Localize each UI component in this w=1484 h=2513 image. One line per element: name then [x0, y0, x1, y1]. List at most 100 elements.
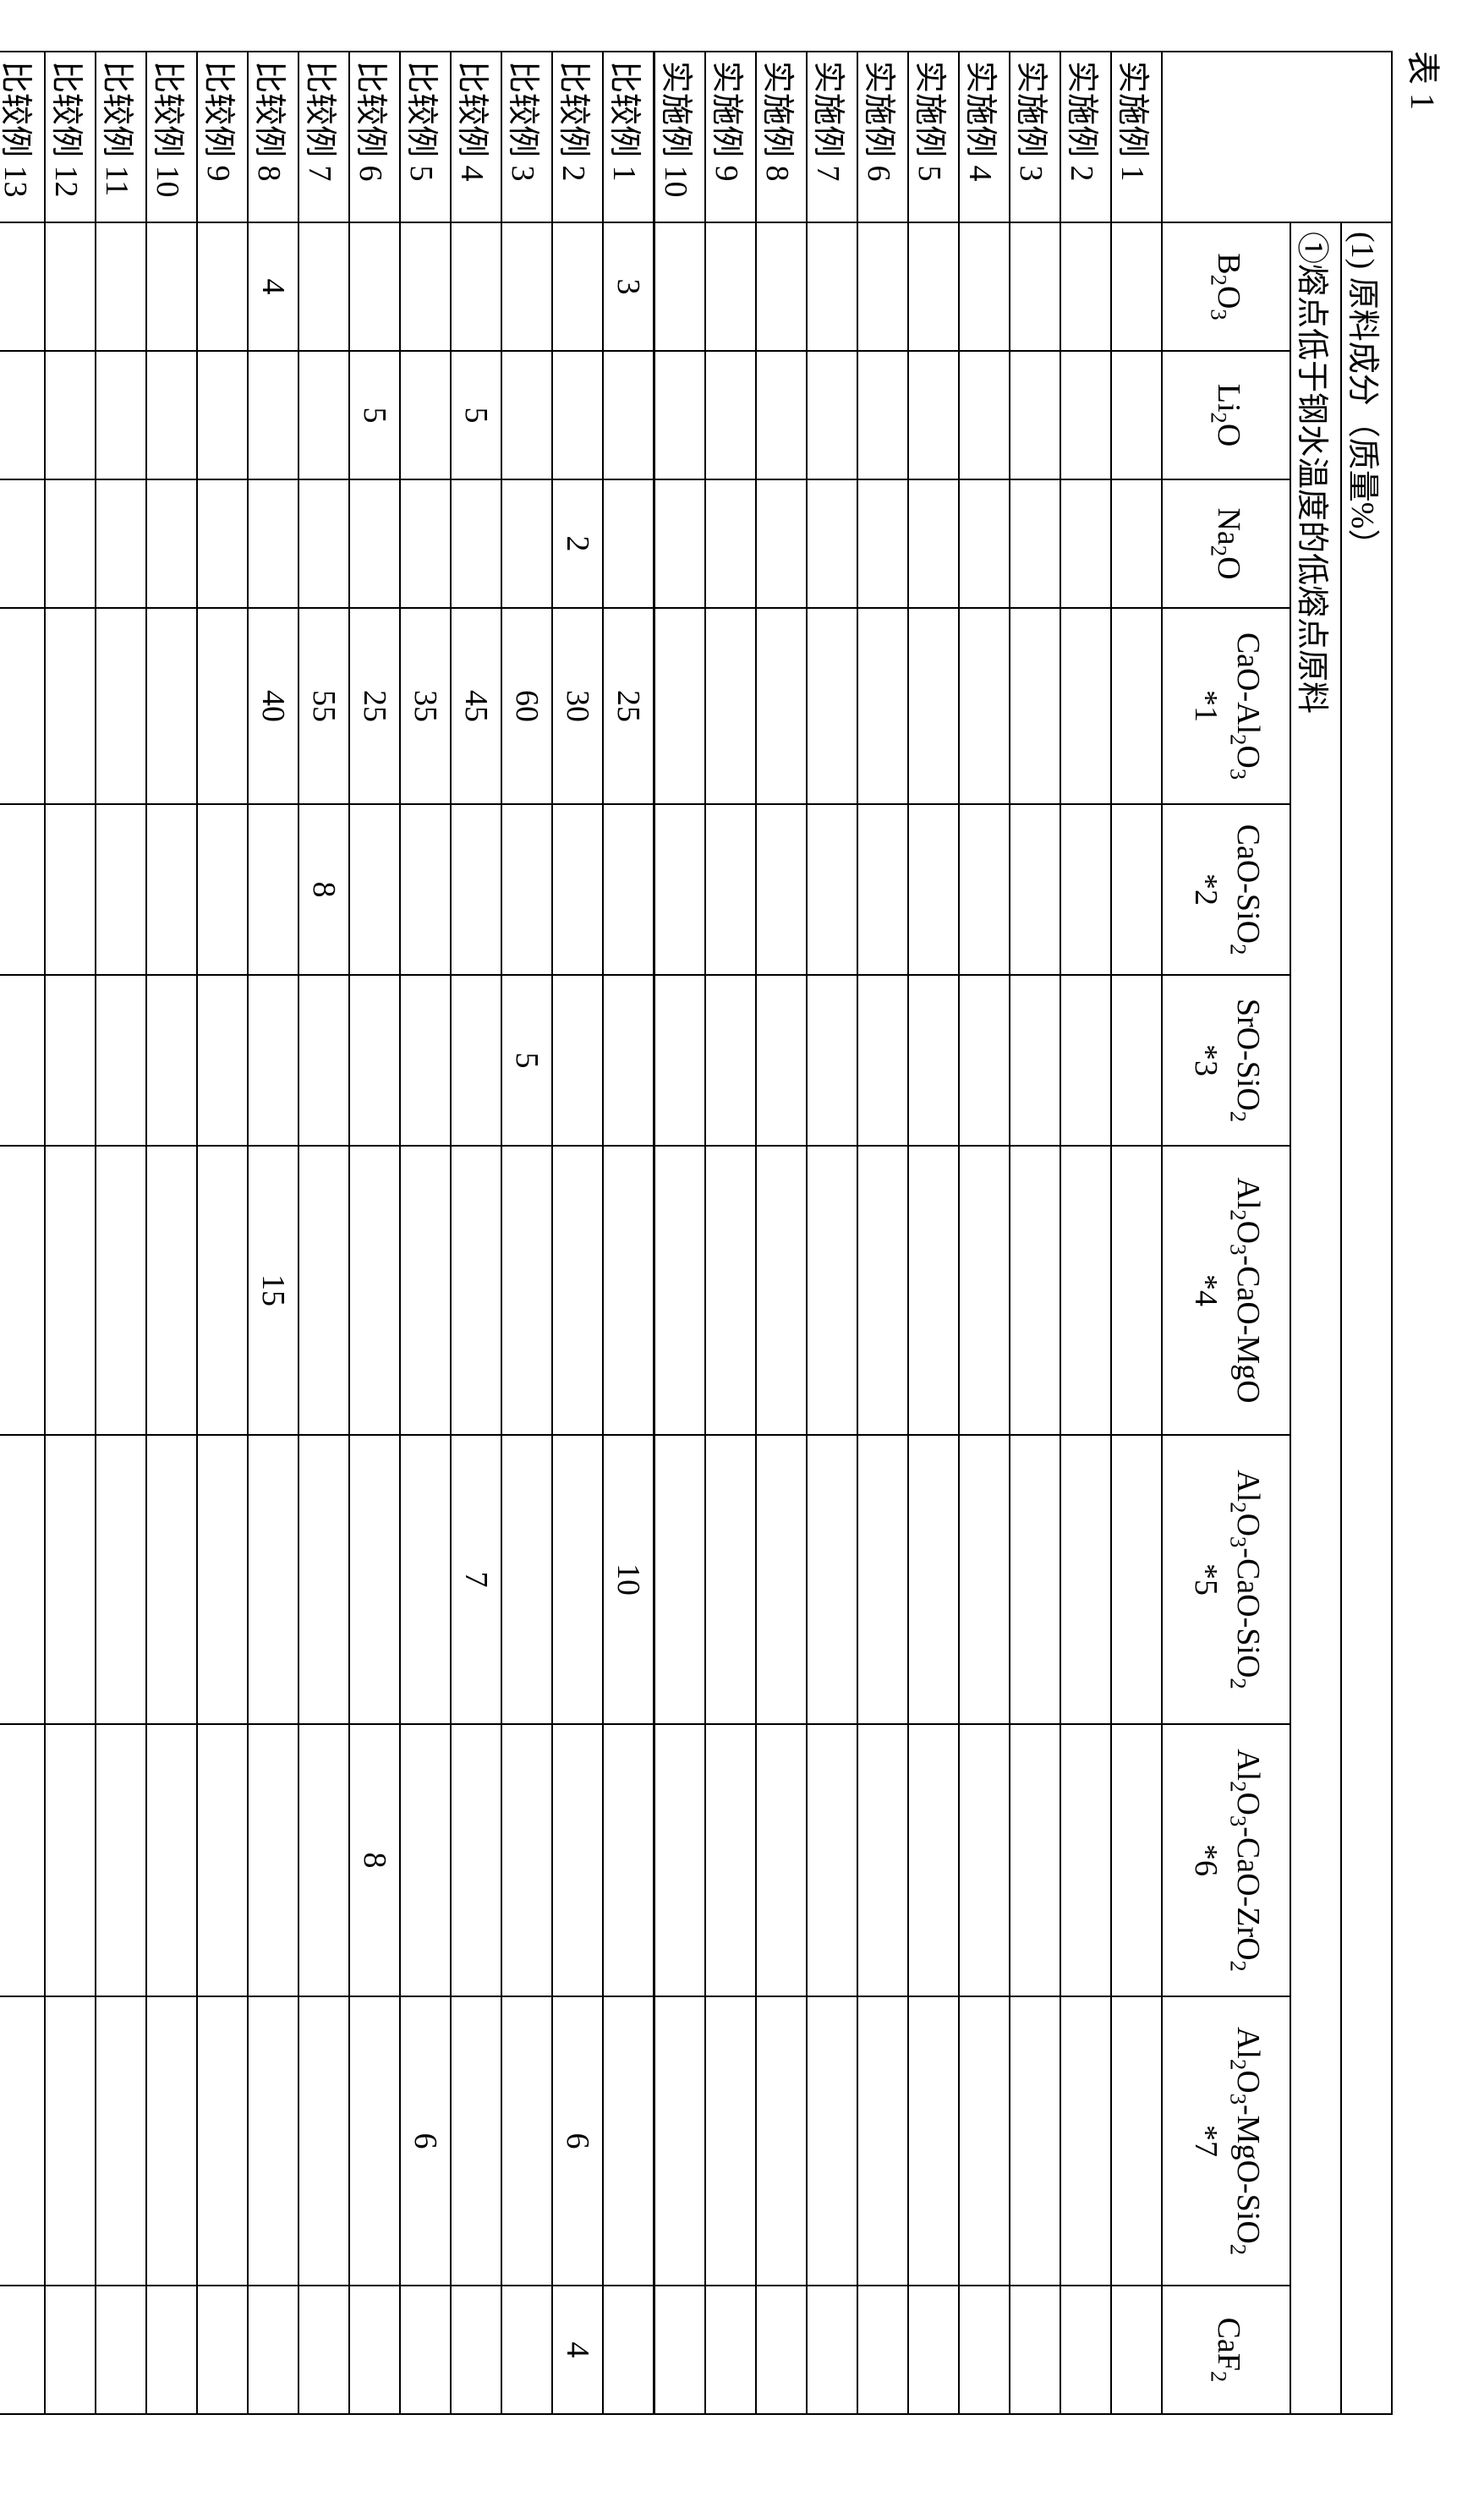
table-caption: 表 1 [1401, 51, 1450, 2513]
table-body: 实施例 1实施例 2实施例 3实施例 4实施例 5实施例 6实施例 7实施例 8… [0, 52, 1162, 2414]
cell-b2o3: 4 [248, 222, 298, 351]
header-group-1: (1) 原料成分（质量%） [1341, 222, 1392, 2414]
cell-na2o [298, 479, 349, 608]
cell-al_ca_si [959, 1435, 1010, 1724]
cell-al_ca_mg [451, 1146, 501, 1435]
cell-b2o3 [1010, 222, 1060, 351]
cell-al_ca_si [45, 1435, 96, 1724]
cell-sro_si [756, 975, 807, 1146]
cell-sro_si: 5 [501, 975, 552, 1146]
page: 表 1 (1) 原料成分（质量%） ①熔点低于钢水温度的低熔点原料 B2O3Li… [0, 0, 1484, 2513]
cell-al_ca_zr [603, 1724, 654, 1996]
cell-cao_si [197, 804, 248, 975]
cell-al_ca_mg [96, 1146, 146, 1435]
cell-cao_si [96, 804, 146, 975]
cell-ca_al [756, 608, 807, 804]
cell-al_ca_si [1060, 1435, 1111, 1724]
cell-ca_al: 25 [603, 608, 654, 804]
cell-li2o [45, 351, 96, 479]
cell-li2o [197, 351, 248, 479]
cell-b2o3 [705, 222, 756, 351]
cell-al_ca_mg [1111, 1146, 1162, 1435]
row-label: 比较例 6 [349, 52, 400, 222]
cell-al_ca_mg: 15 [248, 1146, 298, 1435]
cell-al_ca_si: 10 [603, 1435, 654, 1724]
cell-al_ca_si [349, 1435, 400, 1724]
cell-al_ca_zr [1060, 1724, 1111, 1996]
table-row: 比较例 13 [0, 52, 45, 2414]
cell-b2o3 [552, 222, 603, 351]
col-b2o3: B2O3 [1162, 222, 1290, 351]
col-al_mg_si: Al2O3-MgO-SiO2*7 [1162, 1996, 1290, 2286]
cell-caf2 [349, 2286, 400, 2414]
cell-al_mg_si [1111, 1996, 1162, 2286]
col-al_ca_si: Al2O3-CaO-SiO2*5 [1162, 1435, 1290, 1724]
cell-li2o: 5 [451, 351, 501, 479]
table-row: 实施例 1 [1111, 52, 1162, 2414]
cell-li2o [603, 351, 654, 479]
cell-b2o3 [451, 222, 501, 351]
cell-li2o [1060, 351, 1111, 479]
cell-sro_si [248, 975, 298, 1146]
cell-al_ca_zr [400, 1724, 451, 1996]
cell-cao_si [248, 804, 298, 975]
cell-al_ca_mg [298, 1146, 349, 1435]
cell-ca_al [96, 608, 146, 804]
cell-al_ca_zr [0, 1724, 45, 1996]
row-label: 实施例 7 [807, 52, 857, 222]
cell-al_ca_zr [298, 1724, 349, 1996]
cell-al_ca_si [1010, 1435, 1060, 1724]
cell-sro_si [1111, 975, 1162, 1146]
cell-al_ca_mg [501, 1146, 552, 1435]
cell-sro_si [807, 975, 857, 1146]
cell-ca_al [197, 608, 248, 804]
cell-ca_al [959, 608, 1010, 804]
cell-al_ca_zr [248, 1724, 298, 1996]
row-label: 比较例 5 [400, 52, 451, 222]
cell-al_ca_si [146, 1435, 197, 1724]
cell-cao_si [349, 804, 400, 975]
cell-ca_al: 55 [298, 608, 349, 804]
row-label: 实施例 6 [857, 52, 908, 222]
cell-li2o [705, 351, 756, 479]
table-row: 实施例 9 [705, 52, 756, 2414]
table-row: 实施例 7 [807, 52, 857, 2414]
cell-caf2 [248, 2286, 298, 2414]
cell-li2o [756, 351, 807, 479]
cell-al_mg_si [756, 1996, 807, 2286]
cell-al_mg_si [857, 1996, 908, 2286]
cell-b2o3 [96, 222, 146, 351]
cell-sro_si [1010, 975, 1060, 1146]
cell-al_ca_mg [857, 1146, 908, 1435]
corner-cell [1162, 52, 1392, 222]
materials-table: (1) 原料成分（质量%） ①熔点低于钢水温度的低熔点原料 B2O3Li2ONa… [0, 51, 1393, 2415]
cell-li2o [552, 351, 603, 479]
table-row: 比较例 5356 [400, 52, 451, 2414]
cell-al_mg_si: 6 [552, 1996, 603, 2286]
cell-al_mg_si [501, 1996, 552, 2286]
cell-ca_al: 45 [451, 608, 501, 804]
cell-na2o [959, 479, 1010, 608]
cell-li2o [146, 351, 197, 479]
cell-al_ca_zr [959, 1724, 1010, 1996]
cell-na2o [705, 479, 756, 608]
cell-al_ca_si: 7 [451, 1435, 501, 1724]
cell-al_ca_si [705, 1435, 756, 1724]
cell-sro_si [298, 975, 349, 1146]
cell-cao_si [756, 804, 807, 975]
cell-cao_si [654, 804, 706, 975]
cell-na2o [501, 479, 552, 608]
cell-al_ca_zr [45, 1724, 96, 1996]
row-label: 比较例 10 [146, 52, 197, 222]
table-row: 比较例 3605 [501, 52, 552, 2414]
cell-caf2 [1010, 2286, 1060, 2414]
row-label: 比较例 7 [298, 52, 349, 222]
cell-al_mg_si [0, 1996, 45, 2286]
cell-ca_al: 60 [501, 608, 552, 804]
cell-ca_al: 30 [552, 608, 603, 804]
cell-na2o [908, 479, 959, 608]
cell-ca_al [45, 608, 96, 804]
cell-li2o [908, 351, 959, 479]
cell-al_ca_zr [807, 1724, 857, 1996]
cell-b2o3 [298, 222, 349, 351]
